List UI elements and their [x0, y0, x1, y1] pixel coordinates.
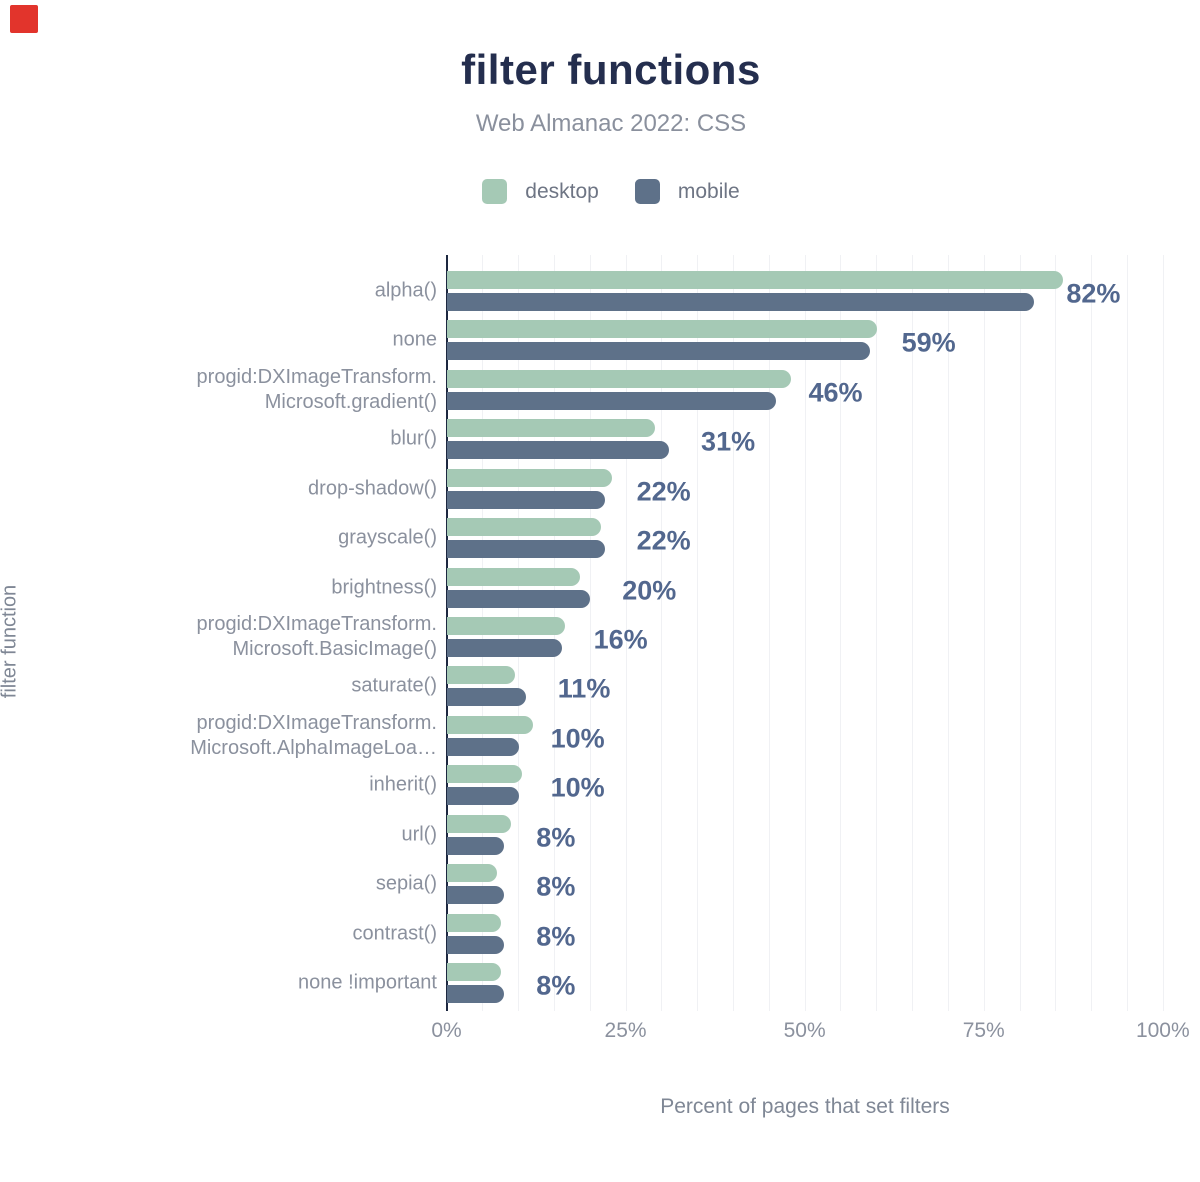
category-label: alpha()	[374, 279, 437, 302]
category-label: blur()	[390, 427, 437, 450]
mobile-bar	[447, 639, 562, 657]
desktop-bar	[447, 666, 516, 685]
gridline	[804, 255, 806, 1011]
desktop-bar	[447, 320, 877, 339]
mobile-bar	[447, 342, 870, 361]
x-axis-title: Percent of pages that set filters	[660, 1095, 950, 1118]
legend-item-mobile: mobile	[634, 179, 740, 204]
x-tick-label: 25%	[604, 1019, 647, 1042]
value-label: 8%	[536, 822, 576, 853]
category-label: brightness()	[331, 576, 437, 599]
desktop-bar	[447, 419, 655, 438]
gridline	[625, 255, 627, 1011]
gridline	[876, 255, 878, 1011]
mobile-bar	[447, 293, 1035, 311]
value-label: 8%	[536, 970, 576, 1001]
value-label: 11%	[557, 673, 611, 704]
gridline	[661, 255, 663, 1011]
category-label: none !important	[298, 971, 437, 994]
desktop-bar	[447, 814, 512, 833]
mobile-bar	[447, 441, 670, 460]
category-label: contrast()	[352, 922, 437, 945]
gridline	[589, 255, 591, 1011]
desktop-bar	[447, 518, 601, 537]
gridline	[1162, 255, 1164, 1011]
gridline	[947, 255, 949, 1011]
gridline	[840, 255, 842, 1011]
legend-item-desktop: desktop	[482, 179, 599, 204]
mobile-legend-label: mobile	[677, 179, 740, 203]
gridline	[1126, 255, 1128, 1011]
mobile-bar	[447, 688, 526, 707]
category-label: drop-shadow()	[308, 477, 437, 500]
mobile-bar	[447, 737, 519, 756]
gridline	[1055, 255, 1057, 1011]
red-marker	[10, 5, 38, 33]
desktop-bar	[447, 271, 1064, 289]
desktop-bar	[447, 765, 523, 784]
value-label: 8%	[536, 871, 576, 902]
gridline	[1019, 255, 1021, 1011]
x-tick-label: 50%	[783, 1019, 826, 1042]
value-label: 46%	[808, 377, 863, 408]
mobile-bar	[447, 836, 505, 855]
category-label: sepia()	[375, 872, 437, 895]
value-label: 20%	[622, 575, 677, 606]
mobile-bar	[447, 787, 519, 806]
category-label: progid:DXImageTransform. Microsoft.Alpha…	[190, 711, 437, 759]
category-label: progid:DXImageTransform. Microsoft.gradi…	[196, 365, 437, 413]
gridline	[768, 255, 770, 1011]
desktop-bar	[447, 567, 580, 586]
desktop-bar	[447, 369, 791, 388]
mobile-bar	[447, 935, 505, 954]
mobile-bar	[447, 985, 505, 1004]
y-axis-title: filter function	[0, 584, 21, 699]
value-label: 10%	[550, 723, 605, 754]
desktop-bar	[447, 913, 501, 932]
value-label: 31%	[701, 426, 756, 457]
x-tick-label: 100%	[1135, 1019, 1190, 1042]
value-label: 59%	[901, 327, 956, 358]
mobile-bar	[447, 391, 777, 410]
gridline	[697, 255, 699, 1011]
mobile-swatch	[634, 179, 660, 204]
mobile-bar	[447, 589, 591, 608]
category-label: inherit()	[369, 773, 437, 796]
desktop-bar	[447, 963, 501, 982]
desktop-swatch	[482, 179, 508, 204]
value-label: 8%	[536, 921, 576, 952]
chart-title: filter functions	[461, 46, 761, 93]
value-label: 82%	[1066, 278, 1121, 309]
value-label: 10%	[550, 772, 605, 803]
mobile-bar	[447, 540, 605, 559]
value-label: 16%	[593, 624, 648, 655]
x-tick-label: 0%	[431, 1019, 462, 1042]
desktop-legend-label: desktop	[525, 179, 599, 203]
y-axis-line	[445, 255, 448, 1011]
value-label: 22%	[636, 525, 691, 556]
gridline	[733, 255, 735, 1011]
chart-subtitle: Web Almanac 2022: CSS	[475, 110, 747, 137]
category-label: none	[392, 328, 438, 351]
desktop-bar	[447, 715, 533, 734]
desktop-bar	[447, 617, 566, 635]
x-tick-label: 75%	[962, 1019, 1005, 1042]
gridline	[1091, 255, 1093, 1011]
gridline	[912, 255, 914, 1011]
category-label: url()	[401, 823, 437, 846]
mobile-bar	[447, 490, 605, 509]
category-label: progid:DXImageTransform. Microsoft.Basic…	[196, 613, 437, 660]
category-label: saturate()	[351, 674, 437, 697]
desktop-bar	[447, 864, 498, 883]
value-label: 22%	[636, 476, 691, 507]
gridline	[983, 255, 985, 1011]
mobile-bar	[447, 886, 505, 905]
desktop-bar	[447, 468, 612, 487]
legend: desktop mobile	[22, 179, 1200, 204]
category-label: grayscale()	[338, 526, 437, 549]
